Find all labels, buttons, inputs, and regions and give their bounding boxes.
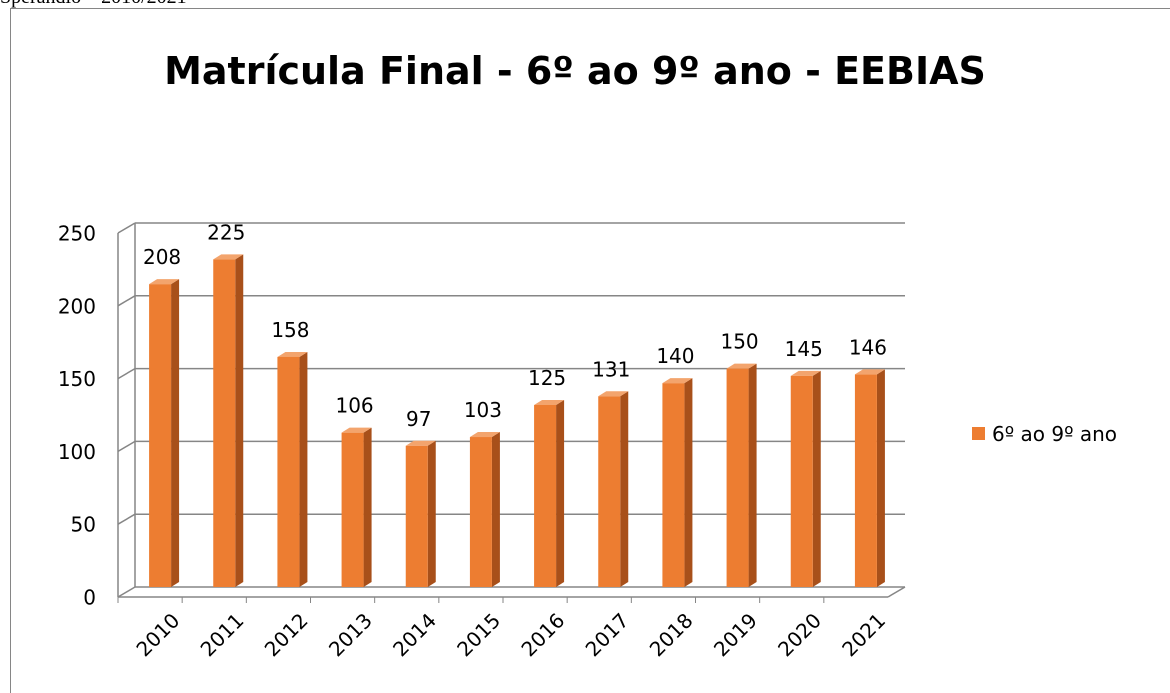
y-tick-label: 150 (58, 367, 96, 391)
bar-top (469, 432, 500, 438)
bar-side (363, 427, 372, 587)
x-tick-label: 2016 (516, 608, 569, 661)
bar-side (556, 400, 565, 587)
bar-top (277, 351, 308, 357)
bar-top (662, 378, 693, 384)
x-tick-label: 2013 (324, 608, 377, 661)
value-label: 150 (720, 330, 758, 354)
x-tick-label: 2020 (773, 608, 826, 661)
x-tick-label: 2019 (709, 608, 762, 661)
bar (598, 396, 621, 587)
bar-side (491, 432, 500, 587)
bar-top (213, 254, 244, 260)
bar (341, 432, 364, 587)
bar-side (684, 378, 693, 587)
bar-side (299, 351, 308, 587)
bar-top (534, 400, 565, 405)
bar-side (427, 440, 436, 587)
y-tick-label: 100 (58, 440, 96, 464)
legend-swatch (972, 427, 985, 440)
grid-line-side (117, 367, 136, 380)
bar-side (876, 369, 885, 587)
legend-label: 6º ao 9º ano (992, 422, 1117, 446)
bar-top (726, 363, 757, 369)
grid-line-side (117, 222, 136, 234)
x-tick-label: 2018 (645, 608, 698, 661)
chart-frame (10, 8, 1170, 693)
bar-top (854, 369, 885, 375)
y-tick-label: 200 (58, 294, 96, 318)
bar-top (341, 427, 372, 433)
value-label: 97 (406, 407, 431, 431)
bar (405, 445, 428, 587)
bar-top (598, 391, 629, 397)
y-tick-label: 0 (83, 586, 96, 610)
value-label: 208 (143, 245, 181, 269)
value-label: 140 (656, 344, 694, 368)
value-label: 145 (785, 337, 823, 361)
x-tick-label: 2010 (131, 608, 184, 661)
bar (790, 375, 813, 587)
bar (469, 437, 492, 587)
bar-side (235, 254, 244, 587)
bar-top (790, 370, 821, 376)
bar (726, 368, 749, 587)
caption: Sperandio – 2010/2021 (0, 0, 187, 8)
bar (149, 284, 172, 587)
y-tick-label: 50 (71, 513, 96, 537)
value-label: 158 (271, 318, 309, 342)
value-label: 125 (528, 366, 566, 390)
value-label: 146 (849, 335, 887, 359)
x-tick-label: 2021 (837, 608, 890, 661)
value-label: 225 (207, 220, 245, 244)
x-axis-side (887, 586, 906, 598)
x-tick-label: 2017 (581, 608, 634, 661)
bar (534, 405, 557, 587)
bar (213, 259, 236, 587)
bar-side (748, 363, 757, 587)
x-tick-label: 2014 (388, 608, 441, 661)
y-tick-label: 250 (58, 222, 96, 246)
grid-line-side (117, 295, 136, 307)
value-label: 103 (464, 398, 502, 422)
bar (277, 356, 300, 587)
grid-line-side (117, 440, 136, 453)
bar (854, 374, 877, 587)
chart-title: Matrícula Final - 6º ao 9º ano - EEBIAS (164, 49, 986, 93)
x-tick-label: 2012 (260, 608, 313, 661)
bar-side (812, 370, 821, 587)
value-label: 106 (335, 394, 373, 418)
grid-line-side (117, 513, 136, 525)
x-tick-label: 2011 (196, 608, 249, 661)
bar-side (171, 279, 180, 587)
bar (662, 383, 685, 587)
value-label: 131 (592, 357, 630, 381)
x-tick-label: 2015 (452, 608, 505, 661)
bar-top (149, 279, 180, 285)
grid-line-side (117, 586, 136, 598)
bar-top (405, 440, 436, 446)
bar-side (620, 391, 629, 587)
